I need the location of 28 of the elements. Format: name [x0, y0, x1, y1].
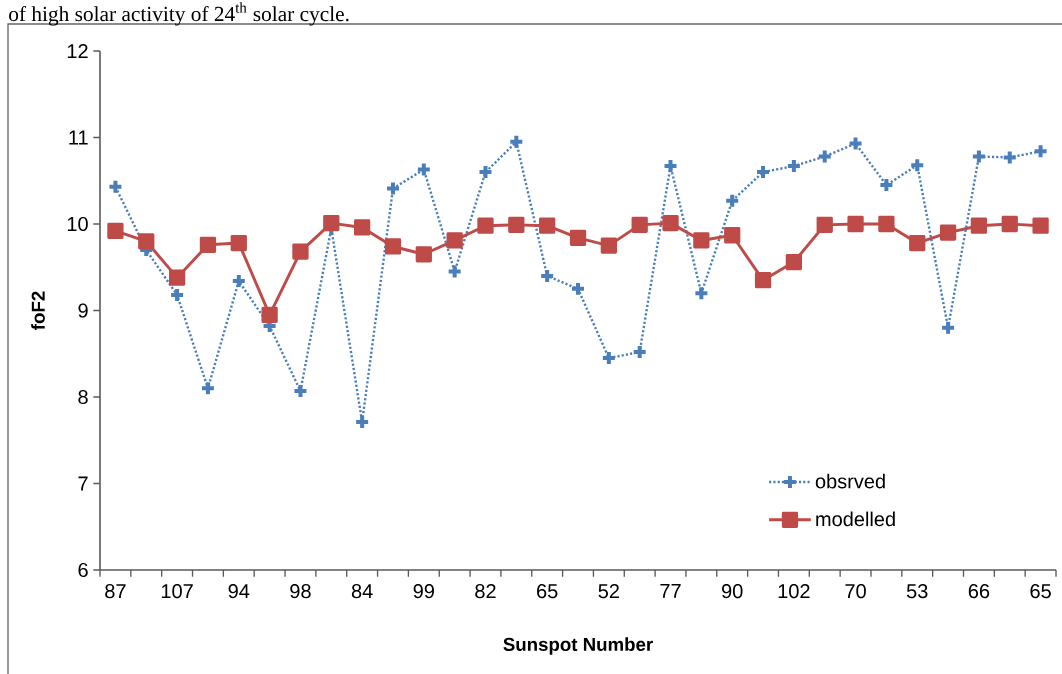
x-tick-label: 87	[105, 584, 126, 599]
x-tick-label: 52	[598, 584, 619, 599]
x-tick-label: 66	[968, 584, 990, 599]
x-tick-label: 98	[290, 584, 311, 599]
x-tick-label: 65	[1030, 584, 1051, 599]
y-tick-label: 6	[78, 562, 88, 578]
text: of high solar activity of 24$^{th}$ solar cycle.	[9, 2, 349, 26]
y-tick-label: 8	[78, 389, 88, 405]
x-axis-title: Sunspot Number	[503, 637, 653, 655]
legend-label: obsrved	[815, 473, 885, 489]
x-tick-label: 53	[906, 584, 928, 599]
x-tick-label: 70	[845, 584, 866, 599]
x-tick-label: 77	[660, 584, 681, 598]
y-tick-label: 10	[67, 216, 88, 232]
x-tick-label: 94	[228, 584, 250, 599]
x-tick-label: 90	[722, 584, 743, 599]
y-tick-label: 12	[67, 44, 88, 58]
y-tick-label: 9	[78, 303, 88, 318]
x-tick-label: 102	[778, 584, 810, 599]
x-tick-label: 82	[475, 584, 496, 599]
y-axis-title: foF2	[31, 291, 45, 330]
x-tick-label: 65	[537, 584, 558, 599]
legend-label: modelled	[816, 511, 895, 527]
y-tick-label: 11	[69, 130, 88, 145]
x-tick-label: 107	[161, 584, 193, 599]
y-tick-label: 7	[78, 476, 88, 491]
x-tick-label: 84	[351, 584, 373, 599]
x-tick-label: 99	[413, 584, 434, 599]
